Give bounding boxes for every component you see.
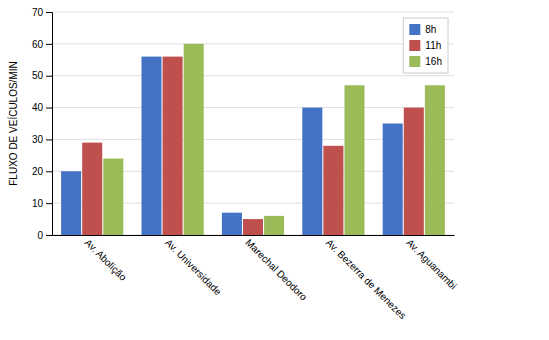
bar xyxy=(163,57,183,235)
grid-line xyxy=(52,75,454,76)
y-tick-label: 30 xyxy=(32,134,44,145)
y-tick-mark xyxy=(46,203,52,204)
bar-series xyxy=(82,57,424,235)
bar xyxy=(222,213,242,235)
y-tick-label: 20 xyxy=(32,166,44,177)
bar xyxy=(264,216,284,235)
x-tick-label: Av. Aguanambi xyxy=(404,237,459,292)
bar xyxy=(82,143,102,235)
y-tick-label: 60 xyxy=(32,39,44,50)
grid xyxy=(52,12,454,235)
bar-series xyxy=(103,44,445,235)
legend-swatch xyxy=(409,56,420,67)
bar xyxy=(141,57,161,235)
y-tick: 70 xyxy=(32,7,52,18)
y-tick-mark xyxy=(46,76,52,77)
y-tick-label: 0 xyxy=(37,230,43,241)
x-tick: Av. Bezerra de Menezes xyxy=(324,237,409,322)
grid-line xyxy=(52,12,454,13)
y-tick-mark xyxy=(46,108,52,109)
legend-item: 11h xyxy=(409,40,441,51)
legend-item: 16h xyxy=(409,56,442,67)
bar xyxy=(243,219,263,235)
bar xyxy=(404,108,424,235)
x-axis: Av. Abolição Av. Universidade Marechal Deo… xyxy=(53,236,459,322)
grid-line xyxy=(52,43,454,44)
y-tick-mark xyxy=(46,235,52,236)
bar xyxy=(302,108,322,235)
y-tick-label: 70 xyxy=(32,7,44,18)
legend-swatch xyxy=(409,40,420,51)
y-tick-label: 10 xyxy=(32,198,44,209)
x-tick-label: Av. Bezerra de Menezes xyxy=(324,237,409,322)
y-tick-label: 50 xyxy=(32,70,44,81)
x-tick-label: Av. Abolição xyxy=(83,237,129,283)
x-tick-label: Av. Universidade xyxy=(163,237,224,298)
y-tick: 60 xyxy=(32,39,52,50)
y-tick: 40 xyxy=(32,102,52,113)
grid-line xyxy=(52,107,454,108)
x-tick: Av. Aguanambi xyxy=(404,237,459,292)
x-tick: Av. Universidade xyxy=(163,237,224,298)
bar xyxy=(61,171,81,235)
axis-line xyxy=(46,13,53,236)
axis-line xyxy=(53,235,455,236)
bar xyxy=(103,159,123,235)
y-tick: 50 xyxy=(32,70,52,81)
y-tick-mark xyxy=(46,12,52,13)
legend-item: 8h xyxy=(409,24,436,35)
y-tick-label: 40 xyxy=(32,102,44,113)
chart: 0 10 20 30 40 50 60 70 Av. Abolição Av. Universid… xyxy=(0,0,549,340)
y-tick-mark xyxy=(46,139,52,140)
legend: 8h 11h 16h xyxy=(403,18,448,73)
legend-label: 16h xyxy=(425,56,442,67)
bars xyxy=(61,44,445,235)
y-tick: 10 xyxy=(32,198,52,209)
y-tick: 0 xyxy=(37,230,52,241)
y-axis: 0 10 20 30 40 50 60 70 xyxy=(32,7,53,241)
bar-series xyxy=(61,57,403,235)
legend-swatch xyxy=(409,24,420,35)
bar xyxy=(425,85,445,235)
x-tick-label: Marechal Deodoro xyxy=(243,237,309,303)
bar xyxy=(184,44,204,235)
legend-box xyxy=(403,18,448,73)
plot: 0 10 20 30 40 50 60 70 Av. Abolição Av. Universid… xyxy=(32,7,459,322)
y-tick: 20 xyxy=(32,166,52,177)
x-tick: Av. Abolição xyxy=(83,237,129,283)
bar xyxy=(344,85,364,235)
y-axis-title: FLUXO DE VEÍCULOS/MIN xyxy=(7,61,19,185)
y-tick-mark xyxy=(46,171,52,172)
y-tick: 30 xyxy=(32,134,52,145)
bar xyxy=(323,146,343,235)
x-tick: Marechal Deodoro xyxy=(243,237,309,303)
bar xyxy=(383,124,403,236)
legend-label: 11h xyxy=(425,40,441,51)
legend-label: 8h xyxy=(425,24,436,35)
y-tick-mark xyxy=(46,44,52,45)
